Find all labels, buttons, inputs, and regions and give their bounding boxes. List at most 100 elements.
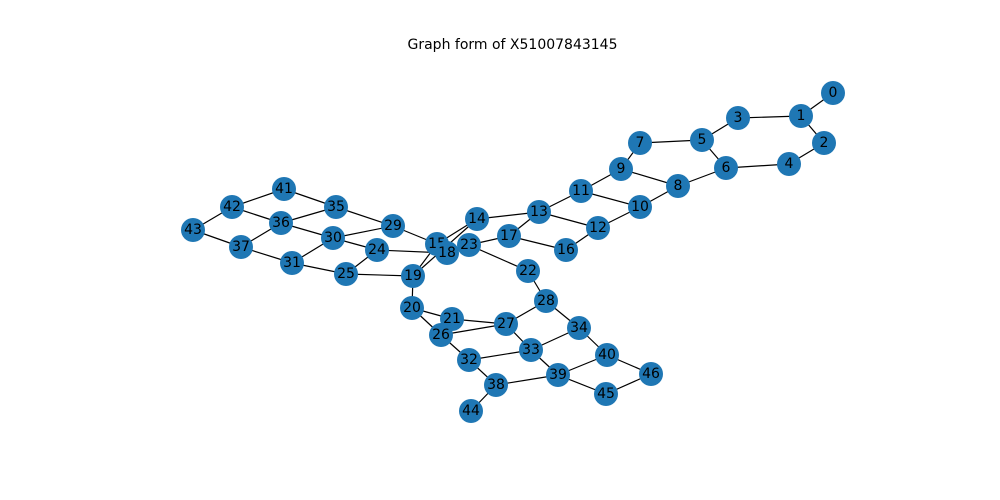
node-label: 43 (184, 222, 202, 238)
node-24: 24 (365, 238, 389, 262)
node-circle (519, 338, 543, 362)
node-41: 41 (272, 177, 296, 201)
node-30: 30 (321, 226, 345, 250)
node-circle (690, 128, 714, 152)
node-4: 4 (777, 152, 801, 176)
node-44: 44 (459, 399, 483, 423)
node-label: 14 (468, 211, 486, 227)
node-label: 42 (223, 199, 241, 215)
node-circle (546, 363, 570, 387)
node-circle (726, 106, 750, 130)
node-22: 22 (516, 259, 540, 283)
node-label: 8 (674, 178, 683, 194)
node-label: 32 (460, 352, 478, 368)
node-circle (465, 207, 489, 231)
node-label: 2 (820, 135, 829, 151)
node-25: 25 (334, 262, 358, 286)
node-1: 1 (789, 104, 813, 128)
node-34: 34 (567, 316, 591, 340)
node-16: 16 (554, 238, 578, 262)
node-7: 7 (628, 131, 652, 155)
node-13: 13 (527, 200, 551, 224)
node-11: 11 (569, 179, 593, 203)
node-circle (269, 211, 293, 235)
node-label: 34 (570, 320, 588, 336)
node-label: 31 (283, 255, 301, 271)
node-label: 5 (698, 132, 707, 148)
node-label: 45 (597, 386, 615, 402)
node-label: 21 (443, 311, 461, 327)
node-8: 8 (666, 174, 690, 198)
node-circle (777, 152, 801, 176)
node-17: 17 (497, 224, 521, 248)
node-31: 31 (280, 251, 304, 275)
node-circle (639, 362, 663, 386)
node-5: 5 (690, 128, 714, 152)
node-label: 26 (432, 327, 450, 343)
node-label: 12 (589, 220, 607, 236)
node-14: 14 (465, 207, 489, 231)
node-label: 39 (549, 367, 567, 383)
node-circle (821, 81, 845, 105)
node-38: 38 (484, 373, 508, 397)
node-label: 29 (384, 218, 402, 234)
node-circle (272, 177, 296, 201)
node-3: 3 (726, 106, 750, 130)
node-label: 13 (530, 204, 548, 220)
node-label: 24 (368, 242, 386, 258)
node-label: 35 (327, 199, 345, 215)
node-42: 42 (220, 195, 244, 219)
node-2: 2 (812, 131, 836, 155)
node-circle (457, 233, 481, 257)
node-label: 10 (631, 199, 649, 215)
node-label: 22 (519, 263, 537, 279)
node-circle (400, 296, 424, 320)
node-circle (280, 251, 304, 275)
node-12: 12 (586, 216, 610, 240)
node-10: 10 (628, 195, 652, 219)
node-circle (812, 131, 836, 155)
node-label: 41 (275, 181, 293, 197)
node-label: 46 (642, 366, 660, 382)
node-28: 28 (534, 289, 558, 313)
node-35: 35 (324, 195, 348, 219)
node-circle (365, 238, 389, 262)
node-39: 39 (546, 363, 570, 387)
node-45: 45 (594, 382, 618, 406)
node-circle (516, 259, 540, 283)
node-label: 28 (537, 293, 555, 309)
node-label: 18 (438, 245, 456, 261)
node-circle (609, 157, 633, 181)
node-label: 19 (404, 268, 422, 284)
node-40: 40 (595, 343, 619, 367)
node-43: 43 (181, 218, 205, 242)
node-circle (534, 289, 558, 313)
node-circle (666, 174, 690, 198)
node-label: 27 (497, 316, 515, 332)
node-circle (220, 195, 244, 219)
node-32: 32 (457, 348, 481, 372)
node-label: 44 (462, 403, 480, 419)
node-circle (401, 264, 425, 288)
node-20: 20 (400, 296, 424, 320)
node-circle (789, 104, 813, 128)
node-33: 33 (519, 338, 543, 362)
node-label: 6 (722, 160, 731, 176)
node-label: 1 (797, 108, 806, 124)
node-label: 16 (557, 242, 575, 258)
node-6: 6 (714, 156, 738, 180)
node-23: 23 (457, 233, 481, 257)
node-label: 4 (785, 156, 794, 172)
node-circle (567, 316, 591, 340)
node-label: 25 (337, 266, 355, 282)
node-circle (494, 312, 518, 336)
node-label: 40 (598, 347, 616, 363)
node-label: 0 (829, 85, 838, 101)
node-circle (595, 343, 619, 367)
node-circle (459, 399, 483, 423)
node-circle (527, 200, 551, 224)
node-circle (381, 214, 405, 238)
node-label: 20 (403, 300, 421, 316)
node-36: 36 (269, 211, 293, 235)
